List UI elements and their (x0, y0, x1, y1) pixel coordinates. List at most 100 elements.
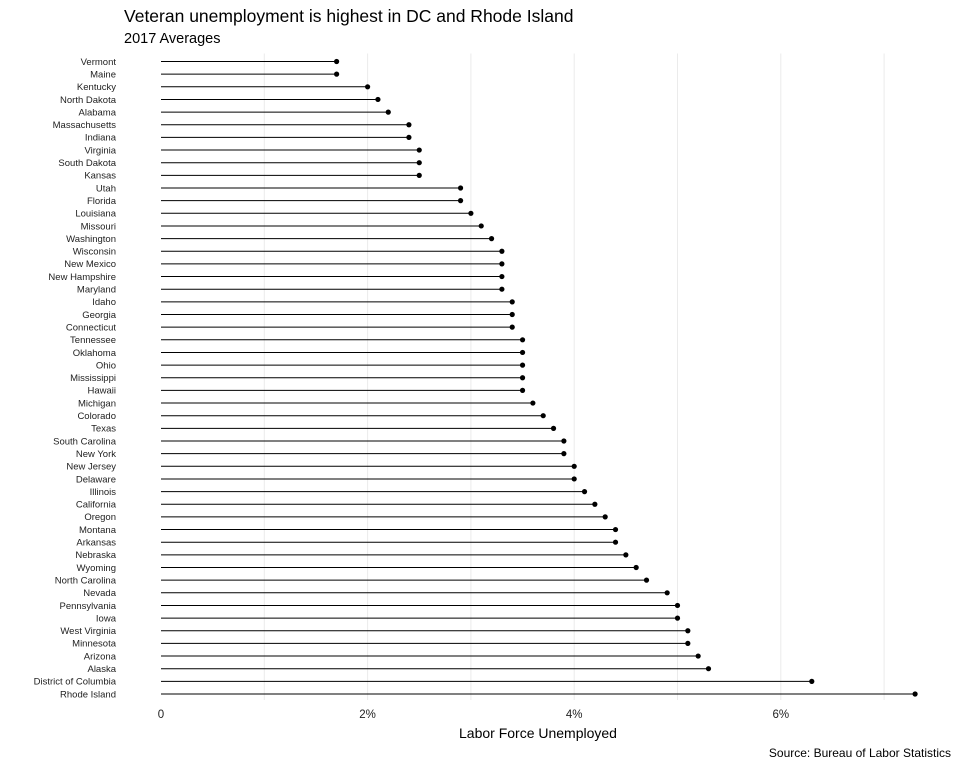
category-label: Pennsylvania (59, 601, 116, 612)
category-label: Iowa (96, 613, 117, 624)
category-label: Alaska (87, 664, 116, 675)
lollipop-dot (685, 628, 691, 634)
lollipop-dot (499, 248, 505, 254)
category-label: New Hampshire (48, 272, 116, 283)
lollipop-dot (365, 84, 371, 90)
lollipop-dot (592, 501, 598, 507)
x-tick-label: 2% (359, 709, 376, 721)
lollipop-dot (912, 691, 918, 697)
lollipop-dots (334, 58, 918, 697)
category-label: Kentucky (77, 82, 116, 93)
category-label: Connecticut (66, 322, 117, 333)
lollipop-dot (685, 640, 691, 647)
category-label: Arizona (84, 651, 117, 662)
category-label: Maine (90, 69, 116, 80)
lollipop-dot (519, 349, 526, 356)
category-label: Nebraska (75, 550, 116, 561)
category-label: Florida (87, 196, 117, 207)
category-label: Georgia (82, 310, 117, 321)
category-label: North Dakota (60, 95, 117, 106)
category-label: Louisiana (75, 209, 116, 220)
lollipop-dot (550, 425, 557, 431)
lollipop-dot (488, 236, 495, 242)
category-label: Indiana (85, 133, 117, 144)
grid-lines (263, 53, 885, 700)
lollipop-dot (571, 476, 577, 482)
category-label: Maryland (77, 285, 116, 296)
lollipop-dot (612, 539, 619, 545)
lollipop-dot (416, 172, 422, 178)
category-label: Utah (96, 183, 116, 194)
category-label: Texas (91, 424, 116, 435)
lollipop-dot (375, 96, 381, 103)
lollipop-dot (468, 210, 474, 216)
category-label: Rhode Island (60, 689, 116, 700)
category-label: Wyoming (76, 563, 116, 574)
category-label: Idaho (92, 297, 116, 308)
lollipop-dot (571, 463, 577, 469)
lollipop-dot (612, 526, 619, 533)
x-tick-label: 4% (566, 709, 583, 721)
category-label: Wisconsin (73, 247, 116, 258)
category-label: Tennessee (70, 335, 116, 346)
lollipop-dot (664, 590, 670, 596)
lollipop-dot (633, 564, 639, 571)
lollipop-dot (457, 198, 464, 204)
category-label: Alabama (79, 107, 117, 118)
category-label: South Dakota (58, 158, 116, 169)
category-label: Virginia (84, 145, 116, 156)
lollipop-dot (561, 451, 567, 457)
category-label: Colorado (77, 411, 116, 422)
lollipop-dot (416, 147, 422, 153)
category-label: West Virginia (60, 626, 116, 637)
x-tick-labels: 0 2% 4% 6% (158, 709, 789, 721)
lollipop-dot (695, 653, 701, 659)
category-label: Washington (66, 234, 116, 245)
category-label: Massachusetts (53, 120, 117, 131)
category-label: South Carolina (53, 436, 117, 447)
lollipop-dot (499, 273, 505, 280)
category-label: California (76, 500, 117, 511)
lollipop-dot (623, 552, 629, 558)
lollipop-dot (385, 109, 391, 115)
lollipop-dot (478, 223, 484, 229)
category-label: Missouri (81, 221, 116, 232)
lollipop-dot (581, 489, 588, 495)
category-label: Hawaii (87, 386, 116, 397)
category-label: Nevada (83, 588, 116, 599)
source-note: Source: Bureau of Labor Statistics (768, 746, 951, 760)
category-label: Mississippi (70, 373, 116, 384)
lollipop-dot (334, 58, 340, 65)
category-label: Michigan (78, 398, 116, 409)
x-tick-label: 6% (772, 709, 789, 721)
lollipop-dot (509, 311, 515, 318)
lollipop-dot (705, 666, 712, 672)
chart-title: Veteran unemployment is highest in DC an… (124, 6, 574, 26)
category-label: North Carolina (55, 575, 117, 586)
lollipop-dot (457, 185, 464, 191)
category-label: Arkansas (76, 538, 116, 549)
lollipop-dot (674, 615, 681, 621)
category-label: Oklahoma (73, 348, 117, 359)
lollipop-dot (519, 375, 526, 381)
category-label: New Mexico (64, 259, 116, 270)
lollipop-dot (519, 337, 526, 343)
lollipop-dot (519, 362, 526, 368)
x-tick-label: 0 (158, 709, 164, 721)
lollipop-dot (416, 160, 422, 166)
lollipop-dot (334, 71, 340, 77)
lollipop-dot (519, 387, 526, 393)
category-label: Kansas (84, 171, 116, 182)
lollipop-dot (499, 286, 505, 292)
category-label: Montana (79, 525, 117, 536)
lollipop-dot (540, 413, 546, 419)
x-axis-label: Labor Force Unemployed (459, 725, 617, 741)
lollipop-dot (561, 438, 567, 444)
category-label: New Jersey (66, 462, 116, 473)
category-label: Illinois (90, 487, 117, 498)
lollipop-dot (674, 602, 681, 609)
lollipop-dot (509, 299, 515, 305)
category-label: Delaware (76, 474, 116, 485)
